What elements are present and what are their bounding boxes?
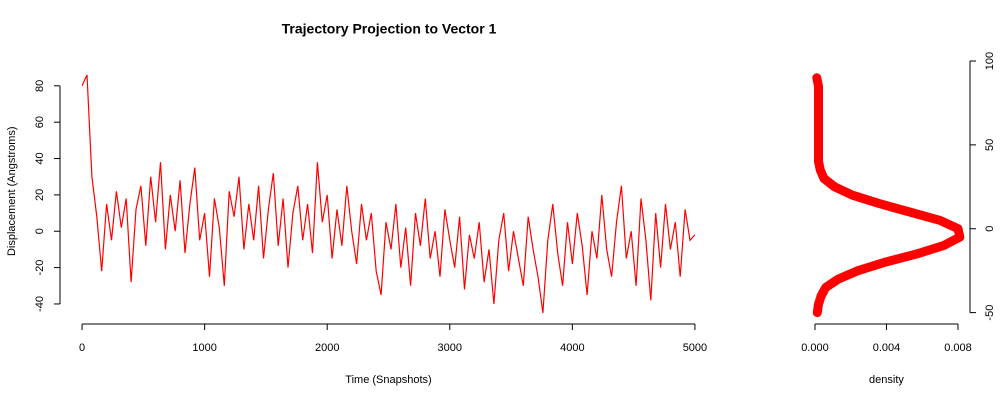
trajectory-line [81, 74, 696, 314]
x-tick-label: 0.004 [873, 342, 901, 354]
y-tick-label: 80 [34, 80, 46, 92]
y-axis-label: Displacement (Angstroms) [6, 126, 18, 256]
y-tick-label: -20 [34, 260, 46, 276]
x-tick-label: 5000 [683, 342, 707, 354]
chart-title: Trajectory Projection to Vector 1 [282, 21, 497, 37]
x-tick-label: 1000 [192, 342, 216, 354]
density-curve [812, 73, 965, 318]
x-tick-label: 0.000 [801, 342, 829, 354]
y-tick-label: -50 [984, 305, 996, 321]
y-tick-label: 0 [34, 228, 46, 234]
x-tick-label: 3000 [438, 342, 462, 354]
y-tick-label: 60 [34, 116, 46, 128]
x-tick-label: 2000 [315, 342, 339, 354]
y-tick-label: 100 [984, 52, 996, 70]
x-tick-label: 4000 [560, 342, 584, 354]
x-axis-label: Time (Snapshots) [345, 374, 431, 386]
y-tick-label: 40 [34, 152, 46, 164]
y-tick-label: -40 [34, 296, 46, 312]
y-tick-label: 0 [984, 226, 996, 232]
x-axis-label: density [869, 374, 904, 386]
y-tick-label: 20 [34, 189, 46, 201]
x-tick-label: 0.008 [944, 342, 972, 354]
x-tick-label: 0 [79, 342, 85, 354]
y-tick-label: 50 [984, 139, 996, 151]
